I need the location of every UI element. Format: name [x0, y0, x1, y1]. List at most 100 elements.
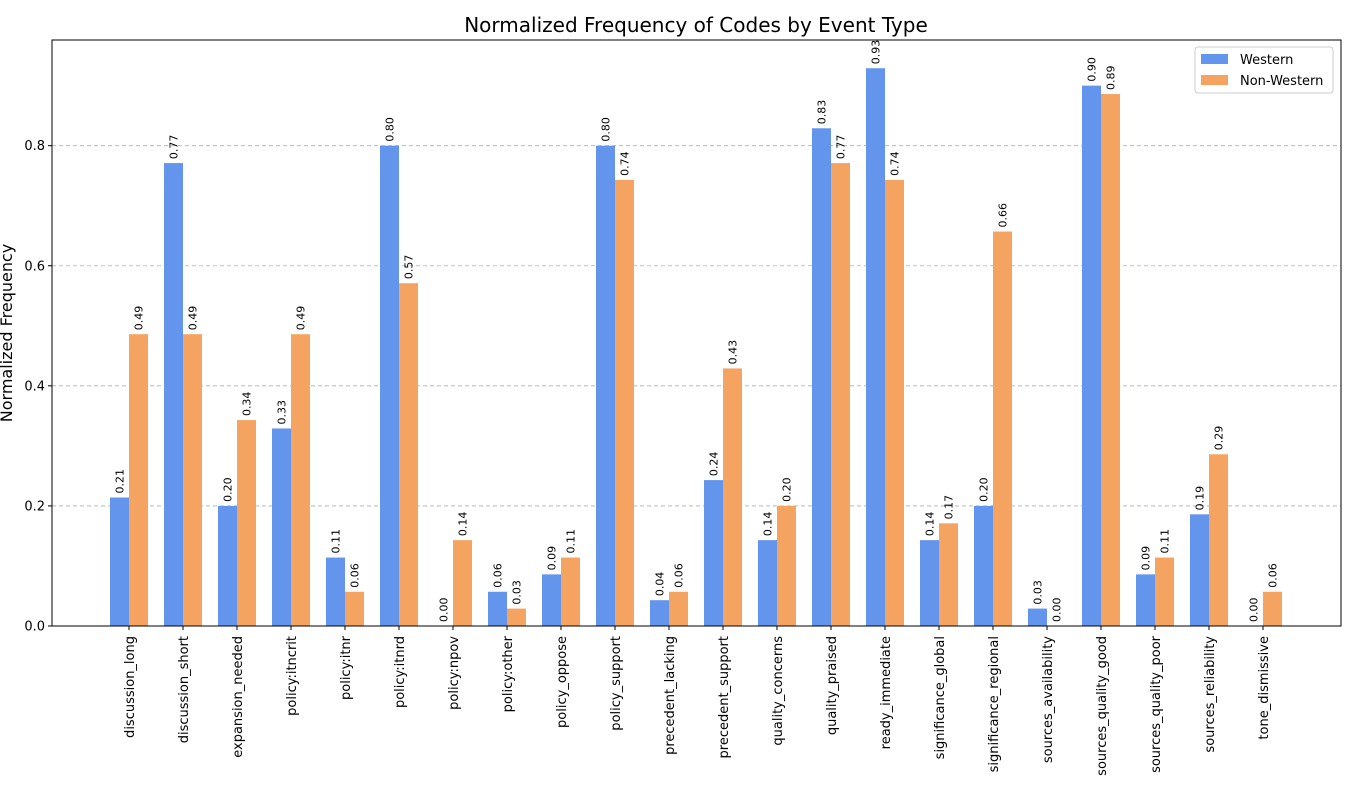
bar-value-label: 0.66	[997, 203, 1010, 228]
y-tick-label: 0.4	[24, 379, 45, 394]
bar-western	[758, 540, 777, 626]
bar-value-label: 0.00	[1051, 598, 1064, 623]
bar-western	[218, 505, 237, 626]
bar-value-label: 0.83	[816, 100, 829, 125]
bar-non-western	[129, 334, 148, 626]
x-tick-label: quality_concerns	[771, 636, 786, 746]
bar-labels-group: 0.21 0.49 0.77 0.49 0.20 0.34 0.33 0.49 0.11 0.06…	[114, 40, 1280, 622]
bar-western	[704, 480, 723, 626]
bar-value-label: 0.24	[708, 452, 721, 477]
bar-value-label: 0.03	[1032, 580, 1045, 605]
bar-western	[596, 145, 615, 627]
bar-non-western	[993, 231, 1012, 626]
bar-value-label: 0.09	[1140, 546, 1153, 571]
x-tick-label: sources_availability	[1041, 636, 1056, 763]
grid-lines	[52, 145, 1341, 507]
bar-value-label: 0.93	[870, 40, 883, 65]
bar-non-western	[831, 163, 850, 626]
bar-value-label: 0.04	[654, 572, 667, 597]
x-tick-label: sources_reliability	[1203, 636, 1218, 753]
x-tick-label: policy_oppose	[555, 636, 570, 728]
bar-value-label: 0.74	[889, 151, 902, 176]
x-tick-label: precedent_support	[717, 636, 732, 758]
bar-value-label: 0.80	[384, 117, 397, 142]
bar-non-western	[939, 523, 958, 626]
bar-non-western	[561, 557, 580, 626]
bar-western	[326, 557, 345, 626]
bar-value-label: 0.11	[565, 529, 578, 554]
bar-value-label: 0.74	[619, 151, 632, 176]
bar-value-label: 0.11	[1159, 529, 1172, 554]
bar-value-label: 0.33	[276, 400, 289, 425]
bar-western	[1082, 85, 1101, 626]
x-tick-label: precedent_lacking	[663, 636, 678, 755]
legend: Western Non-Western	[1194, 46, 1334, 94]
bar-value-label: 0.14	[457, 512, 470, 537]
x-tick-label: discussion_short	[177, 636, 192, 743]
bar-non-western	[1263, 591, 1282, 626]
bar-value-label: 0.20	[978, 477, 991, 502]
x-tick-label: significance_regional	[987, 636, 1002, 772]
x-tick-label: significance_global	[933, 636, 948, 759]
bar-value-label: 0.77	[835, 135, 848, 160]
bar-value-label: 0.00	[438, 598, 451, 623]
bar-value-label: 0.43	[727, 340, 740, 365]
legend-box	[1194, 46, 1334, 94]
bar-value-label: 0.06	[349, 563, 362, 588]
x-tick-label: policy_support	[609, 636, 624, 731]
bar-value-label: 0.14	[924, 512, 937, 537]
bar-value-label: 0.49	[133, 306, 146, 331]
plot-frame	[51, 39, 1342, 627]
bar-western	[1136, 574, 1155, 626]
bar-value-label: 0.06	[492, 563, 505, 588]
bar-western	[650, 600, 669, 626]
bar-value-label: 0.21	[114, 469, 127, 494]
bar-value-label: 0.77	[168, 135, 181, 160]
bar-non-western	[507, 608, 526, 626]
bar-non-western	[1155, 557, 1174, 626]
x-axis: discussion_long discussion_short expansion…	[123, 626, 1272, 776]
legend-swatch-western	[1201, 54, 1228, 64]
bar-western	[1028, 608, 1047, 626]
bar-value-label: 0.19	[1194, 486, 1207, 511]
bar-value-label: 0.80	[600, 117, 613, 142]
bar-value-label: 0.29	[1213, 426, 1226, 451]
bar-value-label: 0.11	[330, 529, 343, 554]
y-tick-label: 0.6	[24, 259, 45, 274]
bar-western	[866, 68, 885, 627]
bar-non-western	[183, 334, 202, 626]
bar-western	[272, 428, 291, 626]
bar-non-western	[237, 420, 256, 626]
bar-value-label: 0.00	[1248, 598, 1261, 623]
bar-value-label: 0.49	[187, 306, 200, 331]
legend-swatch-non-western	[1201, 75, 1228, 85]
bar-western	[110, 497, 129, 626]
bar-non-western	[777, 505, 796, 626]
bar-non-western	[291, 334, 310, 626]
x-tick-label: policy:itnr	[339, 635, 354, 700]
x-tick-label: policy:itnrd	[393, 636, 408, 708]
bar-value-label: 0.49	[295, 306, 308, 331]
chart-title: Normalized Frequency of Codes by Event T…	[464, 13, 928, 37]
legend-label-non-western: Non-Western	[1240, 74, 1323, 89]
y-tick-label: 0.2	[24, 499, 45, 514]
y-tick-label: 0.8	[24, 139, 45, 154]
bar-western	[974, 505, 993, 626]
bar-non-western	[1101, 94, 1120, 627]
x-tick-label: ready_immediate	[879, 636, 894, 749]
bar-western	[542, 574, 561, 626]
bar-non-western	[723, 368, 742, 626]
x-tick-label: policy:npov	[447, 636, 462, 710]
bar-value-label: 0.14	[762, 512, 775, 537]
bar-value-label: 0.09	[546, 546, 559, 571]
x-tick-label: quality_praised	[825, 636, 840, 735]
bar-value-label: 0.06	[673, 563, 686, 588]
bar-non-western	[399, 283, 418, 626]
bar-value-label: 0.06	[1267, 563, 1280, 588]
bar-non-western	[453, 540, 472, 626]
bars-group	[110, 68, 1282, 627]
bar-value-label: 0.03	[511, 580, 524, 605]
bar-non-western	[615, 179, 634, 626]
y-tick-label: 0.0	[24, 620, 45, 635]
bar-value-label: 0.89	[1105, 66, 1118, 91]
